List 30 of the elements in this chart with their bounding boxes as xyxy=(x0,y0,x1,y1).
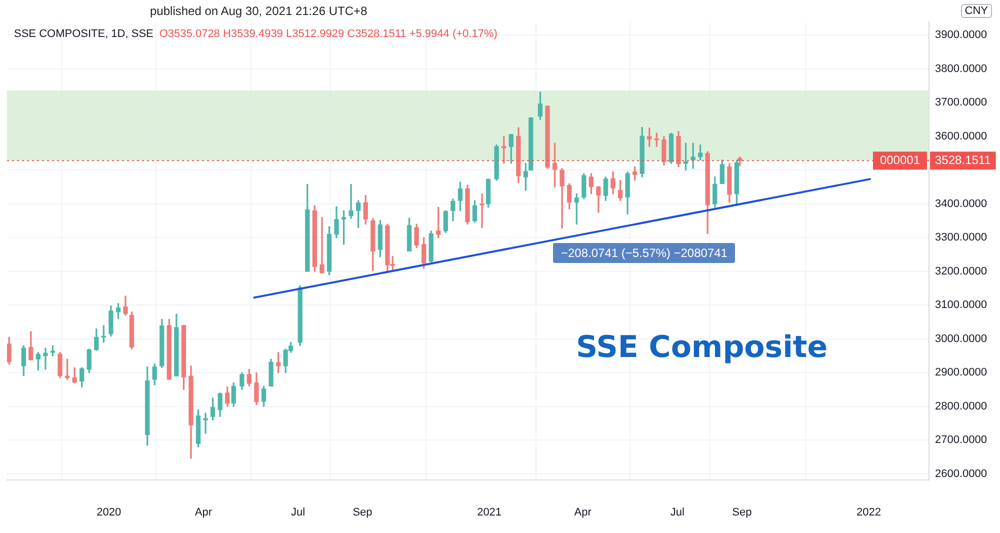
x-tick-label: Sep xyxy=(732,506,752,519)
y-tick-label: 2600.0000 xyxy=(935,468,987,480)
y-tick-label: 3400.0000 xyxy=(935,198,987,210)
annotation: O3535.0728 H3539.4939 L3512.9929 C3528.1511 +5.9944 (+0.17%) xyxy=(159,28,498,40)
text: SSE COMPOSITE, 1D, SSE xyxy=(14,28,154,40)
y-tick-label: 2800.0000 xyxy=(935,400,987,412)
y-tick-label: 2700.0000 xyxy=(935,434,987,446)
x-tick-label: 2020 xyxy=(96,506,122,519)
annotation: 000001 xyxy=(880,152,920,167)
y-tick-label: 3100.0000 xyxy=(935,299,987,312)
x-tick-label: Apr xyxy=(574,506,592,519)
y-tick-label: 3300.0000 xyxy=(935,232,987,244)
y-tick-label: 3600.0000 xyxy=(935,130,987,142)
y-tick-label: 2900.0000 xyxy=(935,366,987,379)
y-tick-label: 3200.0000 xyxy=(935,265,987,278)
text: published on Aug 30, 2021 21:26 UTC+8 xyxy=(150,4,368,18)
y-axis-title: CNY xyxy=(960,4,992,18)
x-tick-label: Sep xyxy=(352,506,372,519)
x-tick-label: Jul xyxy=(670,506,684,519)
text: SSE Composite xyxy=(576,330,828,365)
x-tick-label: 2022 xyxy=(856,506,881,519)
x-tick-label: Apr xyxy=(194,506,212,519)
y-tick-label: 3700.0000 xyxy=(935,96,987,109)
y-tick-label: 3900.0000 xyxy=(935,29,987,42)
x-tick-label: Jul xyxy=(291,506,306,519)
y-tick-label: 3800.0000 xyxy=(935,62,987,75)
x-tick-label: 2021 xyxy=(477,506,502,519)
ref-line-label: 3528.1511 xyxy=(935,152,992,167)
y-tick-label: 3000.0000 xyxy=(935,332,987,345)
annotation: −208.0741 (−5.57%) −2080741 xyxy=(553,243,736,263)
